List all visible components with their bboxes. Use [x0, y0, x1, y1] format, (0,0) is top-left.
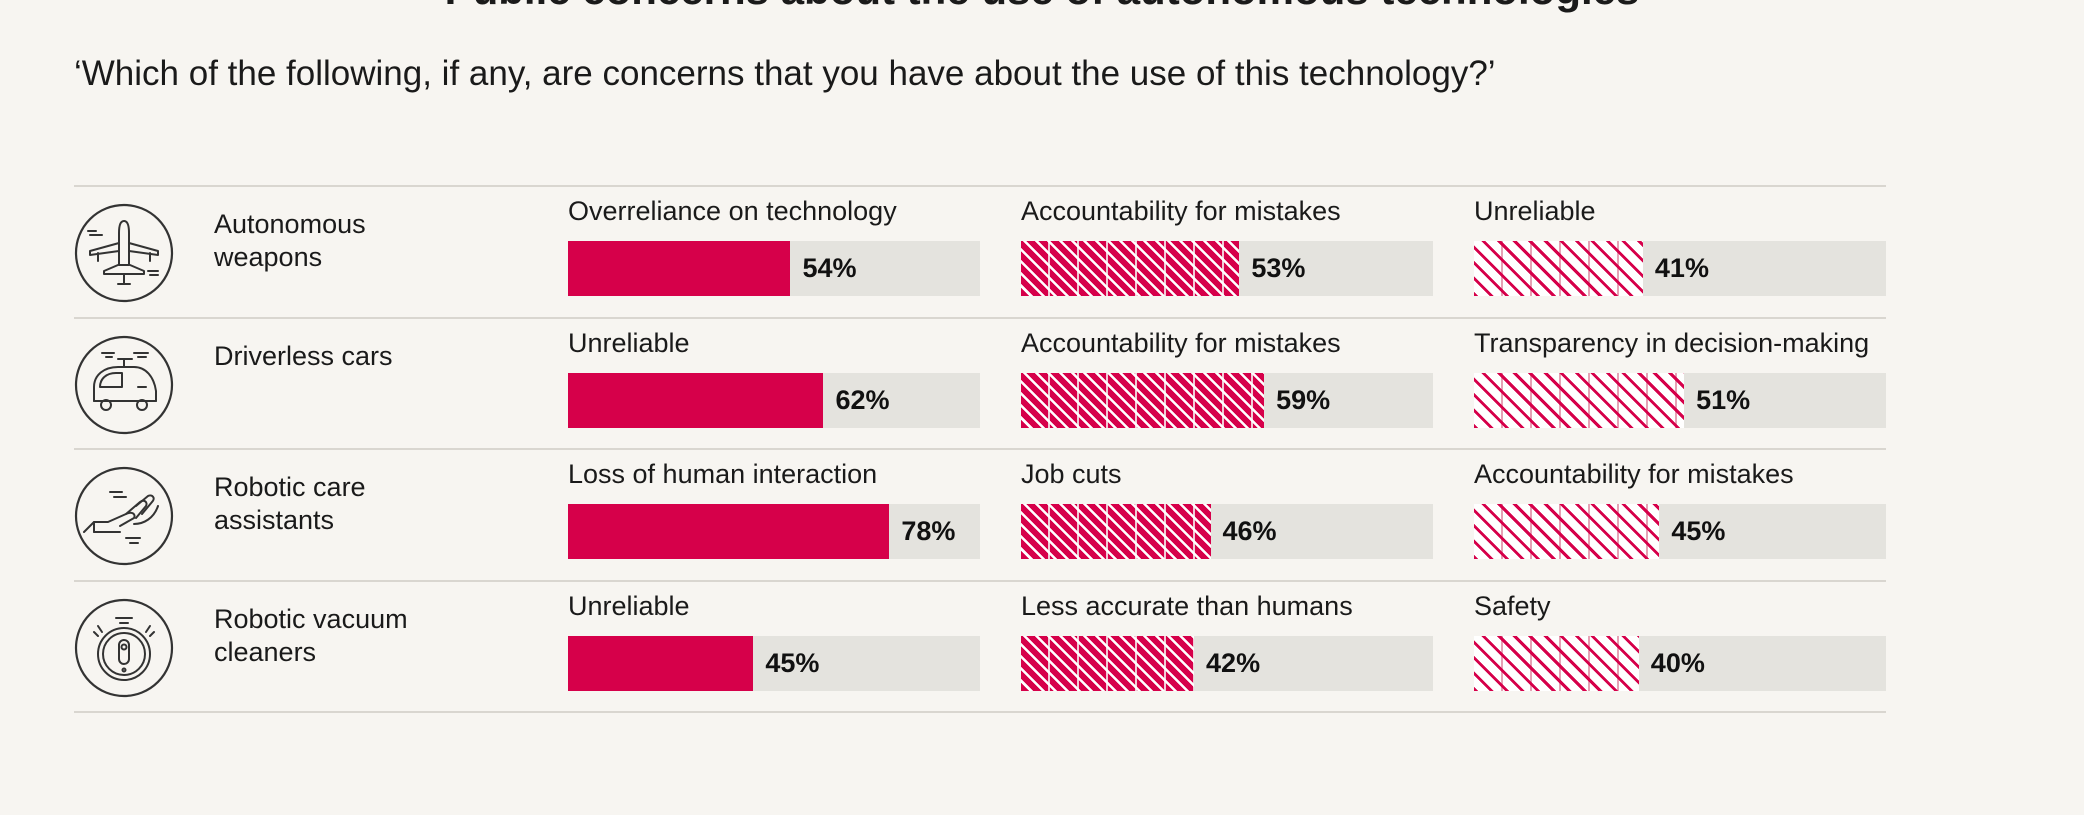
data-label: 62%: [835, 384, 890, 415]
row-label: Driverless cars: [214, 340, 393, 371]
chart-row-robotic-care-assistants: Robotic care assistants Loss of human in…: [0, 449, 2084, 580]
bar: [1021, 504, 1211, 559]
concern-label: Transparency in decision-making: [1474, 327, 1870, 358]
concern-safety: Safety 40%: [1474, 581, 1886, 712]
data-label: 41%: [1654, 253, 1709, 283]
bar: [1474, 635, 1639, 691]
data-label: 42%: [1206, 647, 1261, 678]
row-label: Autonomous weapons: [214, 209, 366, 272]
bar: [1021, 635, 1195, 691]
data-label: 46%: [1222, 516, 1277, 546]
concern-label: Loss of human interaction: [568, 459, 878, 489]
data-label: 59%: [1276, 384, 1331, 415]
row-divider: [74, 316, 1886, 319]
concern-transparency-in-decision-making: Transparency in decision-making 51%: [1474, 318, 1886, 449]
concern-label: Unreliable: [568, 327, 690, 358]
row-label: Robotic vacuum cleaners: [214, 603, 408, 667]
data-label: 78%: [901, 516, 956, 546]
bar: [1021, 241, 1240, 296]
concern-label: Unreliable: [1474, 196, 1596, 226]
concern-label: Unreliable: [568, 590, 690, 621]
helping-hand-icon: [74, 466, 174, 566]
bar: [568, 241, 791, 296]
bar: [1021, 372, 1265, 428]
chart-row-robotic-vacuum-cleaners: Robotic vacuum cleaners Unreliable 45% L…: [0, 581, 2084, 712]
bar-track: [568, 504, 980, 559]
concern-label: Job cuts: [1021, 459, 1122, 489]
bar: [568, 635, 754, 691]
row-divider: [74, 448, 1886, 450]
row-divider: [74, 579, 1886, 582]
concern-accountability-for-mistakes: Accountability for mistakes 45%: [1474, 449, 1886, 580]
bar-track: [1474, 241, 1886, 296]
bar-track: [568, 635, 980, 691]
bar-track: [1021, 372, 1433, 428]
data-label: 51%: [1696, 384, 1751, 415]
bar: [1474, 372, 1685, 428]
concern-label: Overreliance on technology: [568, 196, 897, 226]
bar: [1474, 504, 1660, 559]
concern-accountability-for-mistakes: Accountability for mistakes 59%: [1021, 318, 1433, 449]
concern-label: Accountability for mistakes: [1021, 196, 1341, 226]
bar-track: [568, 241, 980, 296]
concern-unreliable: Unreliable 45%: [568, 581, 980, 712]
data-label: 45%: [1671, 516, 1726, 546]
data-label: 40%: [1650, 647, 1705, 678]
concern-label: Accountability for mistakes: [1021, 327, 1341, 358]
concern-loss-of-human-interaction: Loss of human interaction 78%: [568, 449, 980, 580]
concern-less-accurate-than-humans: Less accurate than humans 42%: [1021, 581, 1433, 712]
data-label: 54%: [802, 253, 857, 283]
page-title: Public concerns about the use of autonom…: [0, 0, 2084, 14]
drone-icon: [74, 203, 174, 303]
chart-row-driverless-cars: Driverless cars Unreliable 62% Accountab…: [0, 318, 2084, 449]
chart-row-autonomous-weapons: Autonomous weapons Overreliance on techn…: [0, 186, 2084, 317]
bar-track: [1474, 635, 1886, 691]
row-label: Robotic care assistants: [214, 472, 366, 535]
data-label: 45%: [765, 647, 820, 678]
survey-question: ‘Which of the following, if any, are con…: [74, 54, 1496, 93]
concern-label: Safety: [1474, 590, 1551, 621]
bar-track: [1021, 504, 1433, 559]
concern-label: Less accurate than humans: [1021, 590, 1353, 621]
bar-track: [1021, 241, 1433, 296]
row-divider: [74, 711, 1886, 713]
row-divider: [74, 185, 1886, 187]
bar: [1474, 241, 1643, 296]
bar-track: [1474, 372, 1886, 428]
concern-unreliable: Unreliable 62%: [568, 318, 980, 449]
concern-unreliable: Unreliable 41%: [1474, 186, 1886, 317]
concern-label: Accountability for mistakes: [1474, 459, 1794, 489]
concern-accountability-for-mistakes: Accountability for mistakes 53%: [1021, 186, 1433, 317]
bar-track: [1021, 635, 1433, 691]
robot-vacuum-icon: [74, 598, 174, 698]
data-label: 53%: [1251, 253, 1306, 283]
concern-overreliance-on-technology: Overreliance on technology 54%: [568, 186, 980, 317]
bar-track: [568, 372, 980, 428]
concern-job-cuts: Job cuts 46%: [1021, 449, 1433, 580]
car-icon: [74, 335, 174, 435]
bar: [568, 504, 890, 559]
bar-track: [1474, 504, 1886, 559]
bar: [568, 372, 824, 428]
